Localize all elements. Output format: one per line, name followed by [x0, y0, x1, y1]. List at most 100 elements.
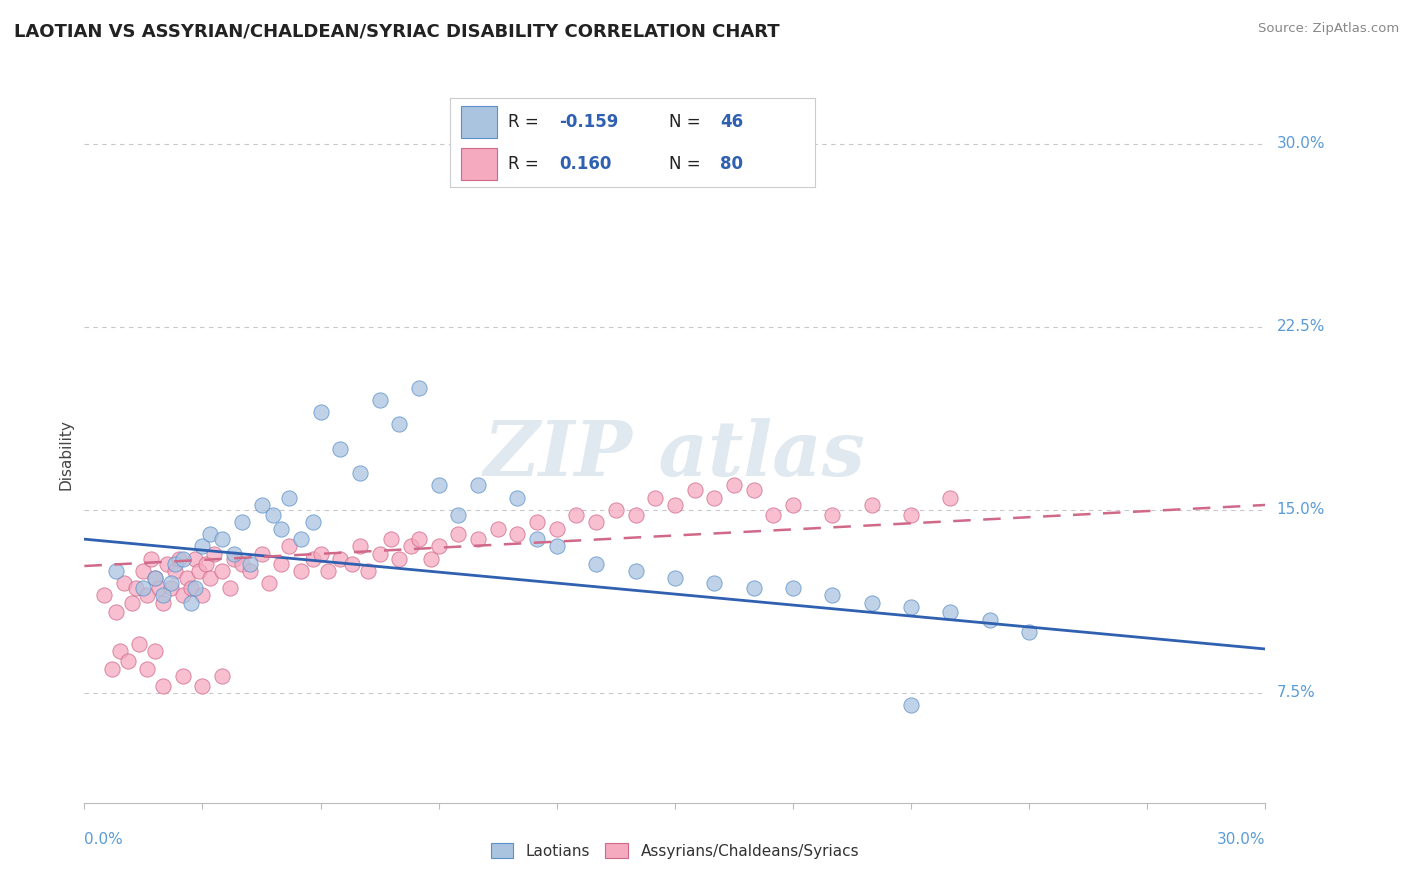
Point: [309, 405, 332, 419]
Point: [200, 571, 222, 585]
Point: [121, 596, 143, 610]
Point: [152, 679, 174, 693]
Point: [723, 478, 745, 492]
Point: [301, 551, 323, 566]
Point: [447, 527, 470, 541]
Point: [231, 515, 253, 529]
Point: [101, 661, 124, 675]
Point: [939, 606, 962, 620]
Text: 15.0%: 15.0%: [1277, 502, 1324, 517]
Point: [183, 581, 205, 595]
Point: [329, 442, 352, 456]
Text: 0.0%: 0.0%: [84, 832, 124, 847]
Point: [742, 483, 765, 498]
Point: [219, 581, 242, 595]
Text: R =: R =: [509, 155, 544, 173]
Point: [259, 576, 281, 591]
FancyBboxPatch shape: [461, 148, 498, 180]
Point: [160, 576, 183, 591]
Point: [427, 540, 450, 554]
Point: [231, 557, 253, 571]
Point: [644, 491, 666, 505]
Point: [152, 588, 174, 602]
Point: [270, 557, 292, 571]
Point: [585, 515, 607, 529]
Point: [664, 498, 686, 512]
Point: [526, 532, 548, 546]
Point: [136, 661, 159, 675]
Point: [388, 551, 411, 566]
Point: [117, 654, 139, 668]
Point: [408, 381, 430, 395]
Point: [211, 532, 233, 546]
Point: [290, 532, 312, 546]
Point: [176, 571, 198, 585]
Point: [301, 515, 323, 529]
Point: [211, 669, 233, 683]
Point: [357, 564, 380, 578]
Point: [742, 581, 765, 595]
Point: [683, 483, 706, 498]
Point: [211, 564, 233, 578]
Point: [624, 508, 647, 522]
Point: [143, 571, 166, 585]
Point: [368, 547, 391, 561]
Point: [664, 571, 686, 585]
Point: [262, 508, 284, 522]
Point: [136, 588, 159, 602]
Point: [250, 547, 273, 561]
Point: [200, 527, 222, 541]
Text: ZIP atlas: ZIP atlas: [484, 418, 866, 491]
Point: [900, 600, 922, 615]
Point: [368, 392, 391, 407]
Point: [408, 532, 430, 546]
Point: [900, 698, 922, 713]
Point: [112, 576, 135, 591]
Point: [1018, 624, 1040, 639]
Point: [427, 478, 450, 492]
Point: [148, 581, 170, 595]
Point: [318, 564, 340, 578]
Point: [399, 540, 422, 554]
Text: 30.0%: 30.0%: [1277, 136, 1324, 151]
Point: [239, 564, 262, 578]
Text: LAOTIAN VS ASSYRIAN/CHALDEAN/SYRIAC DISABILITY CORRELATION CHART: LAOTIAN VS ASSYRIAN/CHALDEAN/SYRIAC DISA…: [14, 22, 780, 40]
Point: [546, 522, 568, 536]
Point: [860, 596, 883, 610]
Point: [762, 508, 785, 522]
Point: [191, 588, 214, 602]
Point: [278, 540, 301, 554]
Point: [349, 540, 371, 554]
Point: [128, 637, 150, 651]
Point: [183, 551, 205, 566]
Point: [340, 557, 363, 571]
Point: [156, 557, 179, 571]
Point: [180, 596, 202, 610]
Point: [195, 557, 218, 571]
Point: [191, 540, 214, 554]
Point: [108, 644, 131, 658]
Point: [93, 588, 115, 602]
Point: [239, 557, 262, 571]
Point: [546, 540, 568, 554]
Point: [821, 588, 844, 602]
Point: [278, 491, 301, 505]
Point: [167, 551, 190, 566]
Point: [419, 551, 441, 566]
Point: [104, 564, 127, 578]
Point: [143, 644, 166, 658]
Point: [624, 564, 647, 578]
Point: [380, 532, 402, 546]
Point: [821, 508, 844, 522]
Point: [172, 669, 194, 683]
Point: [309, 547, 332, 561]
Point: [506, 491, 529, 505]
Point: [388, 417, 411, 432]
Text: 0.160: 0.160: [560, 155, 612, 173]
Point: [526, 515, 548, 529]
Point: [222, 551, 245, 566]
Point: [163, 564, 186, 578]
Point: [202, 547, 225, 561]
FancyBboxPatch shape: [461, 106, 498, 138]
Point: [506, 527, 529, 541]
